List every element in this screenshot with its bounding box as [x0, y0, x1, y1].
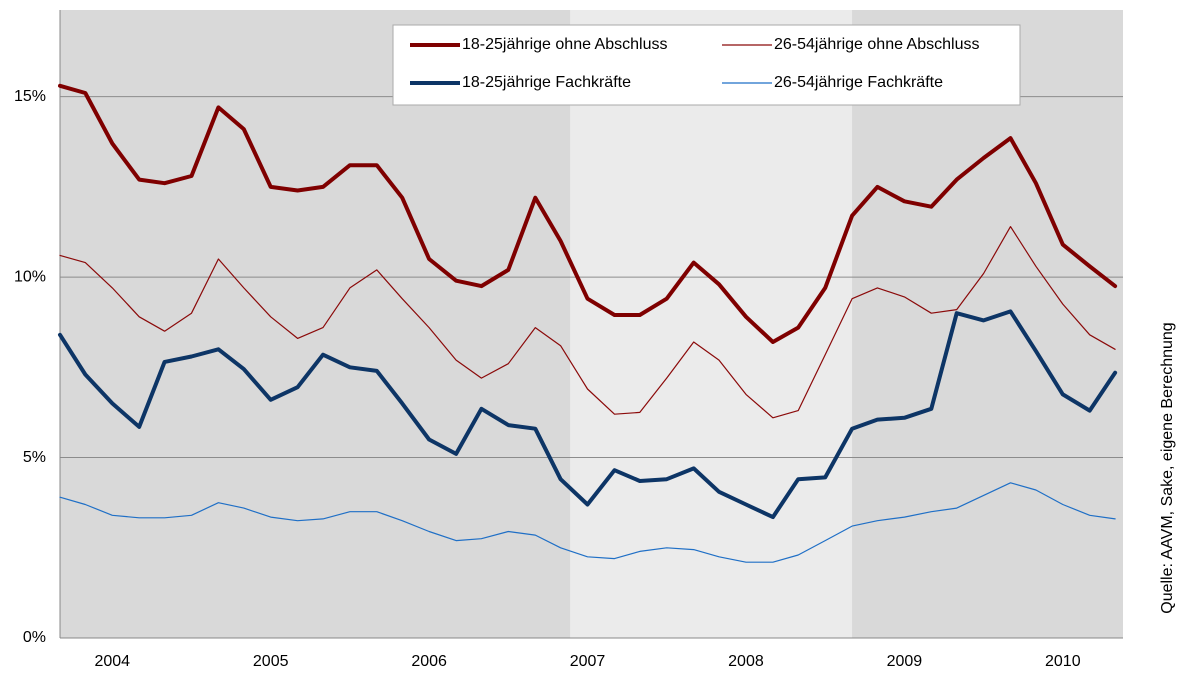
legend-label: 26-54jährige ohne Abschluss [774, 36, 979, 53]
x-tick-label: 2004 [94, 653, 130, 670]
series-line [59, 226, 1116, 419]
source-note: Quelle: AAVM, Sake, eigene Berechnung [1159, 322, 1176, 613]
x-tick-label: 2009 [887, 653, 923, 670]
x-tick-label: 2005 [253, 653, 289, 670]
y-tick-label: 0% [23, 629, 46, 646]
y-tick-label: 5% [23, 449, 46, 466]
series-line [58, 83, 1118, 344]
legend-label: 26-54jährige Fachkräfte [774, 74, 943, 91]
highlight-band [570, 10, 853, 638]
y-tick-label: 15% [14, 88, 46, 105]
legend-box [392, 24, 1021, 106]
x-tick-label: 2007 [570, 653, 606, 670]
legend-label: 18-25jährige Fachkräfte [462, 74, 631, 91]
x-tick-label: 2006 [411, 653, 447, 670]
y-tick-label: 10% [14, 268, 46, 285]
x-tick-label: 2008 [728, 653, 764, 670]
series-line [58, 309, 1118, 520]
legend-label: 18-25jährige ohne Abschluss [462, 36, 667, 53]
x-tick-label: 2010 [1045, 653, 1081, 670]
series-line [59, 482, 1116, 563]
